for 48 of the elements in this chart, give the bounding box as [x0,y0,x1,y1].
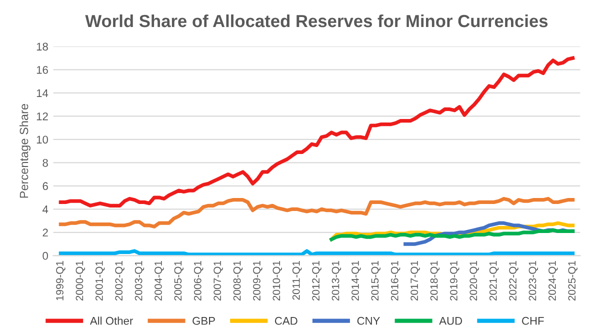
x-tick-label: 2016-Q1 [390,261,400,301]
chart-title: World Share of Allocated Reserves for Minor Currencies [85,14,548,28]
y-tick-label: 6 [42,182,48,190]
x-tick-label: 2007-Q1 [214,261,223,301]
y-tick-label: 12 [36,112,48,120]
legend-label: All Other [90,316,133,325]
line-series [58,56,575,208]
legend-label: CHF [522,316,544,325]
x-tick-label: 2014-Q1 [352,261,361,301]
x-tick-label: 2003-Q1 [134,261,144,301]
x-tick-label: 2002-Q1 [115,261,124,301]
x-tick-label: 2022-Q1 [509,261,518,301]
x-tick-label: 2020-Q1 [470,261,479,301]
x-tick-label: 2008-Q1 [233,261,243,301]
y-tick-label: 10 [36,136,48,144]
x-tick-label: 2011-Q1 [292,261,302,300]
x-tick-label: 2001-Q1 [95,261,105,301]
legend-label: GBP [192,316,215,325]
x-tick-label: 2009-Q1 [253,261,262,301]
x-tick-label: 2024-Q1 [548,261,558,301]
x-tick-label: 2000-Q1 [76,261,86,301]
legend-label: CNY [357,316,380,325]
x-tick-label: 1999-Q1 [56,261,66,300]
legend-label: CAD [274,316,298,325]
x-tick-label: 2005-Q1 [174,261,184,301]
legend-label: AUD [439,317,462,325]
x-tick-label: 2021-Q1 [489,261,499,301]
y-tick-label: 16 [36,66,48,74]
y-tick-label: 0 [42,252,48,260]
y-tick-label: 8 [42,158,48,167]
y-tick-label: 18 [36,42,48,51]
x-tick-label: 2004-Q1 [154,261,164,301]
x-tick-label: 2006-Q1 [194,261,204,301]
x-tick-label: 2017-Q1 [410,261,420,301]
y-tick-label: 4 [42,206,48,214]
x-tick-label: 2018-Q1 [430,261,440,301]
x-tick-label: 2013-Q1 [332,261,342,301]
line-series [330,228,575,242]
x-tick-label: 2019-Q1 [450,261,460,301]
x-tick-label: 2025-Q1 [568,261,578,301]
line-series [58,196,575,228]
y-tick-label: 2 [42,228,48,236]
x-tick-label: 2015-Q1 [371,261,380,301]
x-tick-label: 2012-Q1 [312,261,322,301]
x-tick-label: 2023-Q1 [528,261,538,301]
x-tick-label: 2010-Q1 [272,261,282,301]
y-tick-label: 14 [36,89,48,97]
y-axis-title: Percentage Share [20,104,31,198]
